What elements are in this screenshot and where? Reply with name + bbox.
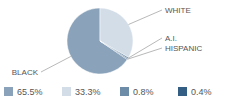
leader-line bbox=[128, 48, 162, 59]
legend-label: 0.8% bbox=[133, 87, 154, 97]
slice-label: BLACK bbox=[12, 68, 39, 77]
legend-swatch bbox=[62, 87, 71, 96]
pie-slice bbox=[100, 41, 129, 59]
leader-line bbox=[41, 56, 71, 72]
slice-labels: BLACK WHITE A.I.HISPANIC bbox=[12, 6, 203, 77]
legend-swatch bbox=[120, 87, 129, 96]
legend-label: 33.3% bbox=[75, 87, 101, 97]
slice-label: A.I. bbox=[165, 34, 177, 43]
legend-swatch bbox=[178, 87, 187, 96]
legend-label: 0.4% bbox=[191, 87, 212, 97]
pie-slice bbox=[100, 41, 128, 60]
pie-slice bbox=[100, 8, 133, 57]
slice-label: HISPANIC bbox=[165, 44, 202, 53]
leader-line bbox=[128, 38, 162, 58]
legend: 65.5% 33.3% 0.8% 0.4% bbox=[4, 87, 212, 97]
chart: BLACK WHITE A.I.HISPANIC 65.5% 33.3% 0.8% 0.4% bbox=[0, 0, 240, 100]
pie bbox=[67, 8, 133, 74]
leader-line bbox=[129, 10, 162, 24]
legend-label: 65.5% bbox=[17, 87, 43, 97]
slice-label: WHITE bbox=[165, 6, 191, 15]
legend-swatch bbox=[4, 87, 13, 96]
